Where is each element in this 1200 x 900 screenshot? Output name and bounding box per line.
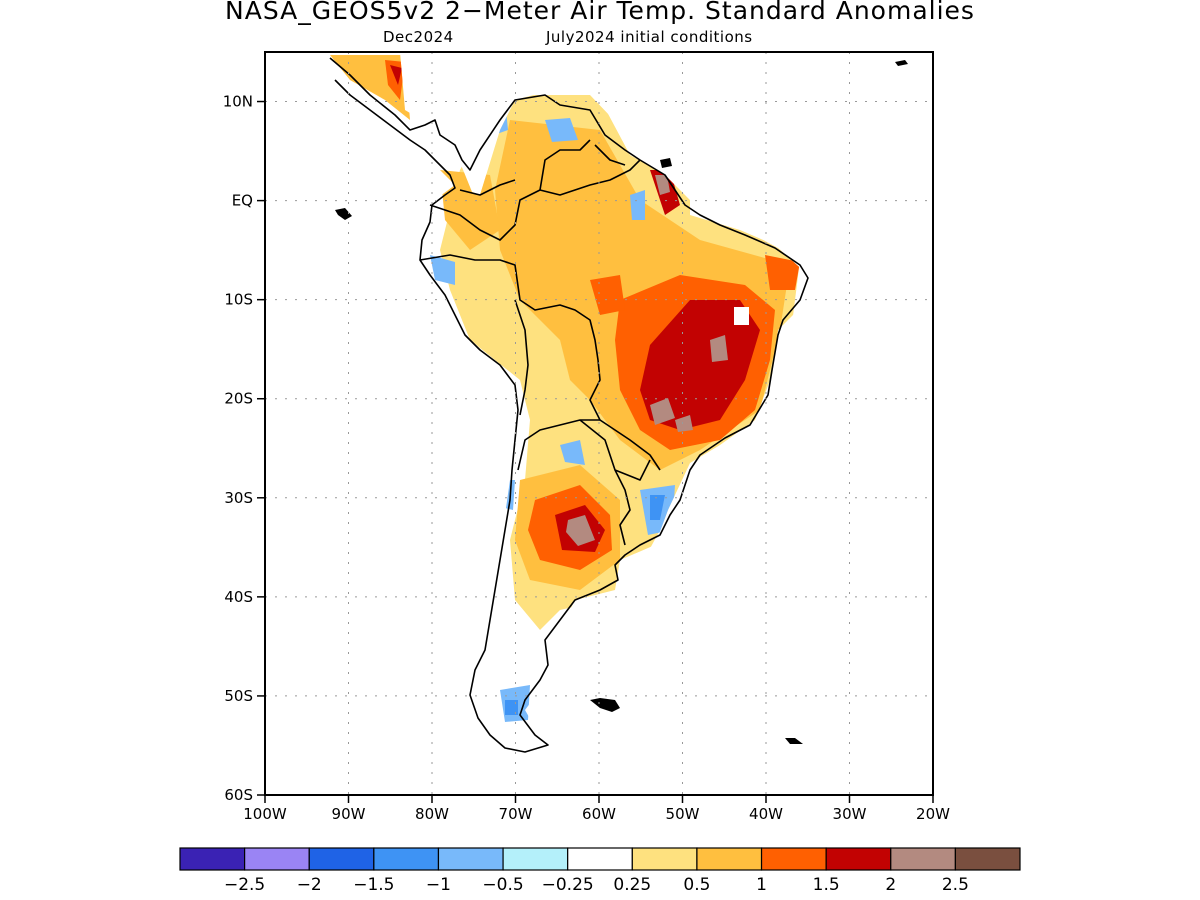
lat-lon-grid [265,52,933,795]
lon-tick-label: 60W [582,805,616,823]
forecast-month: Dec2024 [383,28,454,46]
colorbar: −2.5 −2 −1.5 −1 −0.5 −0.25 0.25 0.5 1 1.5 2 2.5 [179,847,1021,895]
colorbar-swatch [696,847,763,871]
colorbar-label: 1 [756,875,767,895]
lat-tick-label: 50S [224,687,253,705]
colorbar-label: 0.25 [613,875,651,895]
lat-tick-label: 10S [224,291,253,309]
colorbar-swatch [954,847,1021,871]
colorbar-label: 2.5 [942,875,969,895]
colorbar-label: −2 [297,875,322,895]
colorbar-swatch [244,847,310,871]
colorbar-swatch [308,847,375,871]
lat-tick-label: 60S [224,786,253,804]
lon-tick-label: 50W [666,805,700,823]
lon-tick-label: 20W [916,805,950,823]
colorbar-label: −1 [426,875,451,895]
map-title: NASA_GEOS5v2 2−Meter Air Temp. Standard … [225,0,975,25]
lon-tick-label: 40W [749,805,783,823]
colorbar-label: 2 [885,875,896,895]
latitude-axis: 10N EQ 10S 20S 30S 40S 50S 60S [223,93,265,804]
colorbar-label: −2.5 [224,875,265,895]
colorbar-swatch [373,847,440,871]
initial-conditions: July2024 initial conditions [546,28,753,46]
colorbar-label: 1.5 [813,875,840,895]
colorbar-swatch [760,847,827,871]
colorbar-label: 0.5 [683,875,710,895]
longitude-axis: 100W 90W 80W 70W 60W 50W 40W 30W 20W [243,795,950,823]
colorbar-swatch [502,847,569,871]
lon-tick-label: 30W [833,805,867,823]
colorbar-swatch [631,847,698,871]
colorbar-swatch [825,847,892,871]
lat-tick-label: 30S [224,489,253,507]
colorbar-swatch [567,847,633,871]
lon-tick-label: 70W [499,805,533,823]
colorbar-swatch [437,847,504,871]
lon-tick-label: 80W [415,805,449,823]
lat-tick-label: 20S [224,390,253,408]
lat-tick-label: EQ [232,192,253,210]
lon-tick-label: 90W [332,805,366,823]
colorbar-label: −0.5 [482,875,523,895]
colorbar-label: −0.25 [542,875,594,895]
lat-tick-label: 10N [223,93,253,111]
lon-tick-label: 100W [243,805,287,823]
lat-tick-label: 40S [224,588,253,606]
colorbar-swatch [179,847,246,871]
colorbar-swatch [890,847,956,871]
colorbar-label: −1.5 [353,875,394,895]
